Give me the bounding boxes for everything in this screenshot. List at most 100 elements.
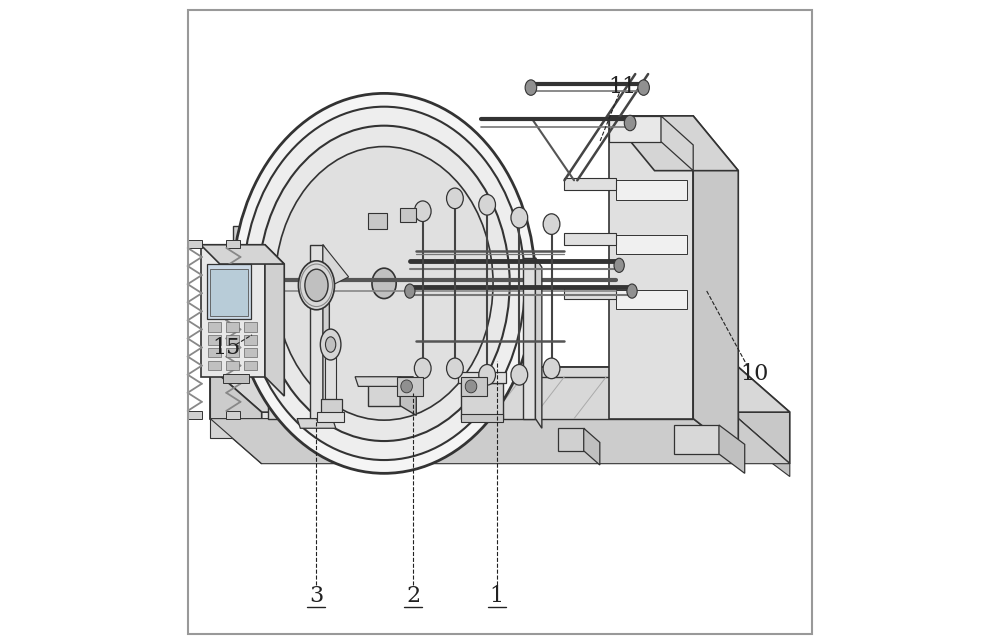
Ellipse shape bbox=[479, 365, 495, 385]
Ellipse shape bbox=[414, 201, 431, 222]
Polygon shape bbox=[693, 116, 738, 454]
Ellipse shape bbox=[405, 284, 415, 298]
Ellipse shape bbox=[243, 107, 525, 460]
Polygon shape bbox=[609, 116, 661, 142]
Polygon shape bbox=[310, 245, 323, 419]
Bar bbox=[210, 269, 248, 316]
Ellipse shape bbox=[624, 115, 636, 131]
Text: 11: 11 bbox=[608, 76, 636, 98]
Polygon shape bbox=[265, 245, 284, 396]
Ellipse shape bbox=[479, 194, 495, 215]
Polygon shape bbox=[210, 367, 738, 419]
Ellipse shape bbox=[447, 358, 463, 379]
Polygon shape bbox=[233, 226, 249, 340]
Ellipse shape bbox=[543, 358, 560, 379]
Bar bbox=[208, 361, 221, 370]
Polygon shape bbox=[210, 419, 738, 438]
Polygon shape bbox=[368, 377, 400, 406]
Text: 15: 15 bbox=[212, 337, 240, 359]
Polygon shape bbox=[564, 288, 616, 299]
Ellipse shape bbox=[511, 207, 528, 228]
Polygon shape bbox=[616, 290, 687, 309]
Ellipse shape bbox=[525, 80, 537, 95]
Polygon shape bbox=[268, 377, 693, 419]
Bar bbox=[461, 383, 503, 419]
Polygon shape bbox=[661, 116, 693, 171]
Bar bbox=[226, 322, 239, 332]
Bar bbox=[458, 372, 506, 383]
Bar bbox=[188, 240, 202, 248]
Bar bbox=[226, 411, 240, 419]
Ellipse shape bbox=[447, 188, 463, 209]
Ellipse shape bbox=[614, 258, 624, 272]
Text: 10: 10 bbox=[740, 363, 769, 384]
Polygon shape bbox=[558, 428, 584, 451]
Ellipse shape bbox=[638, 80, 649, 95]
Bar bbox=[226, 361, 239, 370]
Bar bbox=[321, 399, 342, 415]
Polygon shape bbox=[609, 116, 738, 171]
Ellipse shape bbox=[298, 261, 334, 310]
Polygon shape bbox=[564, 233, 616, 245]
Bar bbox=[461, 377, 487, 396]
Polygon shape bbox=[201, 245, 265, 377]
Polygon shape bbox=[323, 245, 349, 290]
Polygon shape bbox=[355, 377, 416, 386]
Ellipse shape bbox=[237, 278, 248, 292]
Bar bbox=[244, 322, 257, 332]
Bar bbox=[317, 412, 344, 422]
Polygon shape bbox=[674, 425, 719, 454]
Bar bbox=[188, 411, 202, 419]
Bar bbox=[223, 374, 249, 383]
Polygon shape bbox=[210, 367, 790, 412]
Bar bbox=[244, 348, 257, 357]
Ellipse shape bbox=[372, 268, 396, 299]
Bar bbox=[208, 335, 221, 345]
Text: 3: 3 bbox=[309, 585, 324, 607]
Polygon shape bbox=[210, 419, 790, 464]
Bar bbox=[226, 335, 239, 345]
Polygon shape bbox=[609, 116, 693, 419]
Polygon shape bbox=[616, 180, 687, 200]
Polygon shape bbox=[323, 245, 329, 425]
Polygon shape bbox=[584, 428, 600, 465]
Bar bbox=[461, 414, 503, 422]
Ellipse shape bbox=[233, 93, 535, 473]
Bar bbox=[244, 335, 257, 345]
Polygon shape bbox=[564, 178, 616, 190]
Bar bbox=[400, 208, 416, 222]
Polygon shape bbox=[201, 245, 284, 264]
Ellipse shape bbox=[305, 269, 328, 301]
Bar bbox=[208, 322, 221, 332]
Bar bbox=[208, 348, 221, 357]
Ellipse shape bbox=[401, 380, 412, 393]
Bar bbox=[325, 351, 336, 399]
Ellipse shape bbox=[465, 380, 477, 393]
Ellipse shape bbox=[414, 358, 431, 379]
Text: 2: 2 bbox=[406, 585, 420, 607]
Bar bbox=[244, 361, 257, 370]
Polygon shape bbox=[738, 367, 790, 464]
Polygon shape bbox=[719, 425, 745, 473]
Polygon shape bbox=[535, 258, 542, 428]
Polygon shape bbox=[400, 377, 416, 415]
Ellipse shape bbox=[258, 126, 510, 441]
Bar bbox=[226, 348, 239, 357]
Ellipse shape bbox=[325, 337, 336, 352]
Ellipse shape bbox=[511, 365, 528, 385]
Bar bbox=[397, 377, 423, 396]
Bar bbox=[368, 213, 387, 229]
Text: 1: 1 bbox=[490, 585, 504, 607]
Polygon shape bbox=[297, 419, 336, 428]
Polygon shape bbox=[616, 235, 687, 254]
Bar bbox=[226, 240, 240, 248]
Polygon shape bbox=[693, 377, 738, 454]
Ellipse shape bbox=[627, 284, 637, 298]
Ellipse shape bbox=[320, 329, 341, 360]
Polygon shape bbox=[210, 367, 262, 464]
Polygon shape bbox=[738, 419, 790, 477]
Polygon shape bbox=[523, 258, 535, 419]
Bar bbox=[207, 264, 251, 319]
Ellipse shape bbox=[543, 214, 560, 234]
Ellipse shape bbox=[275, 147, 493, 420]
